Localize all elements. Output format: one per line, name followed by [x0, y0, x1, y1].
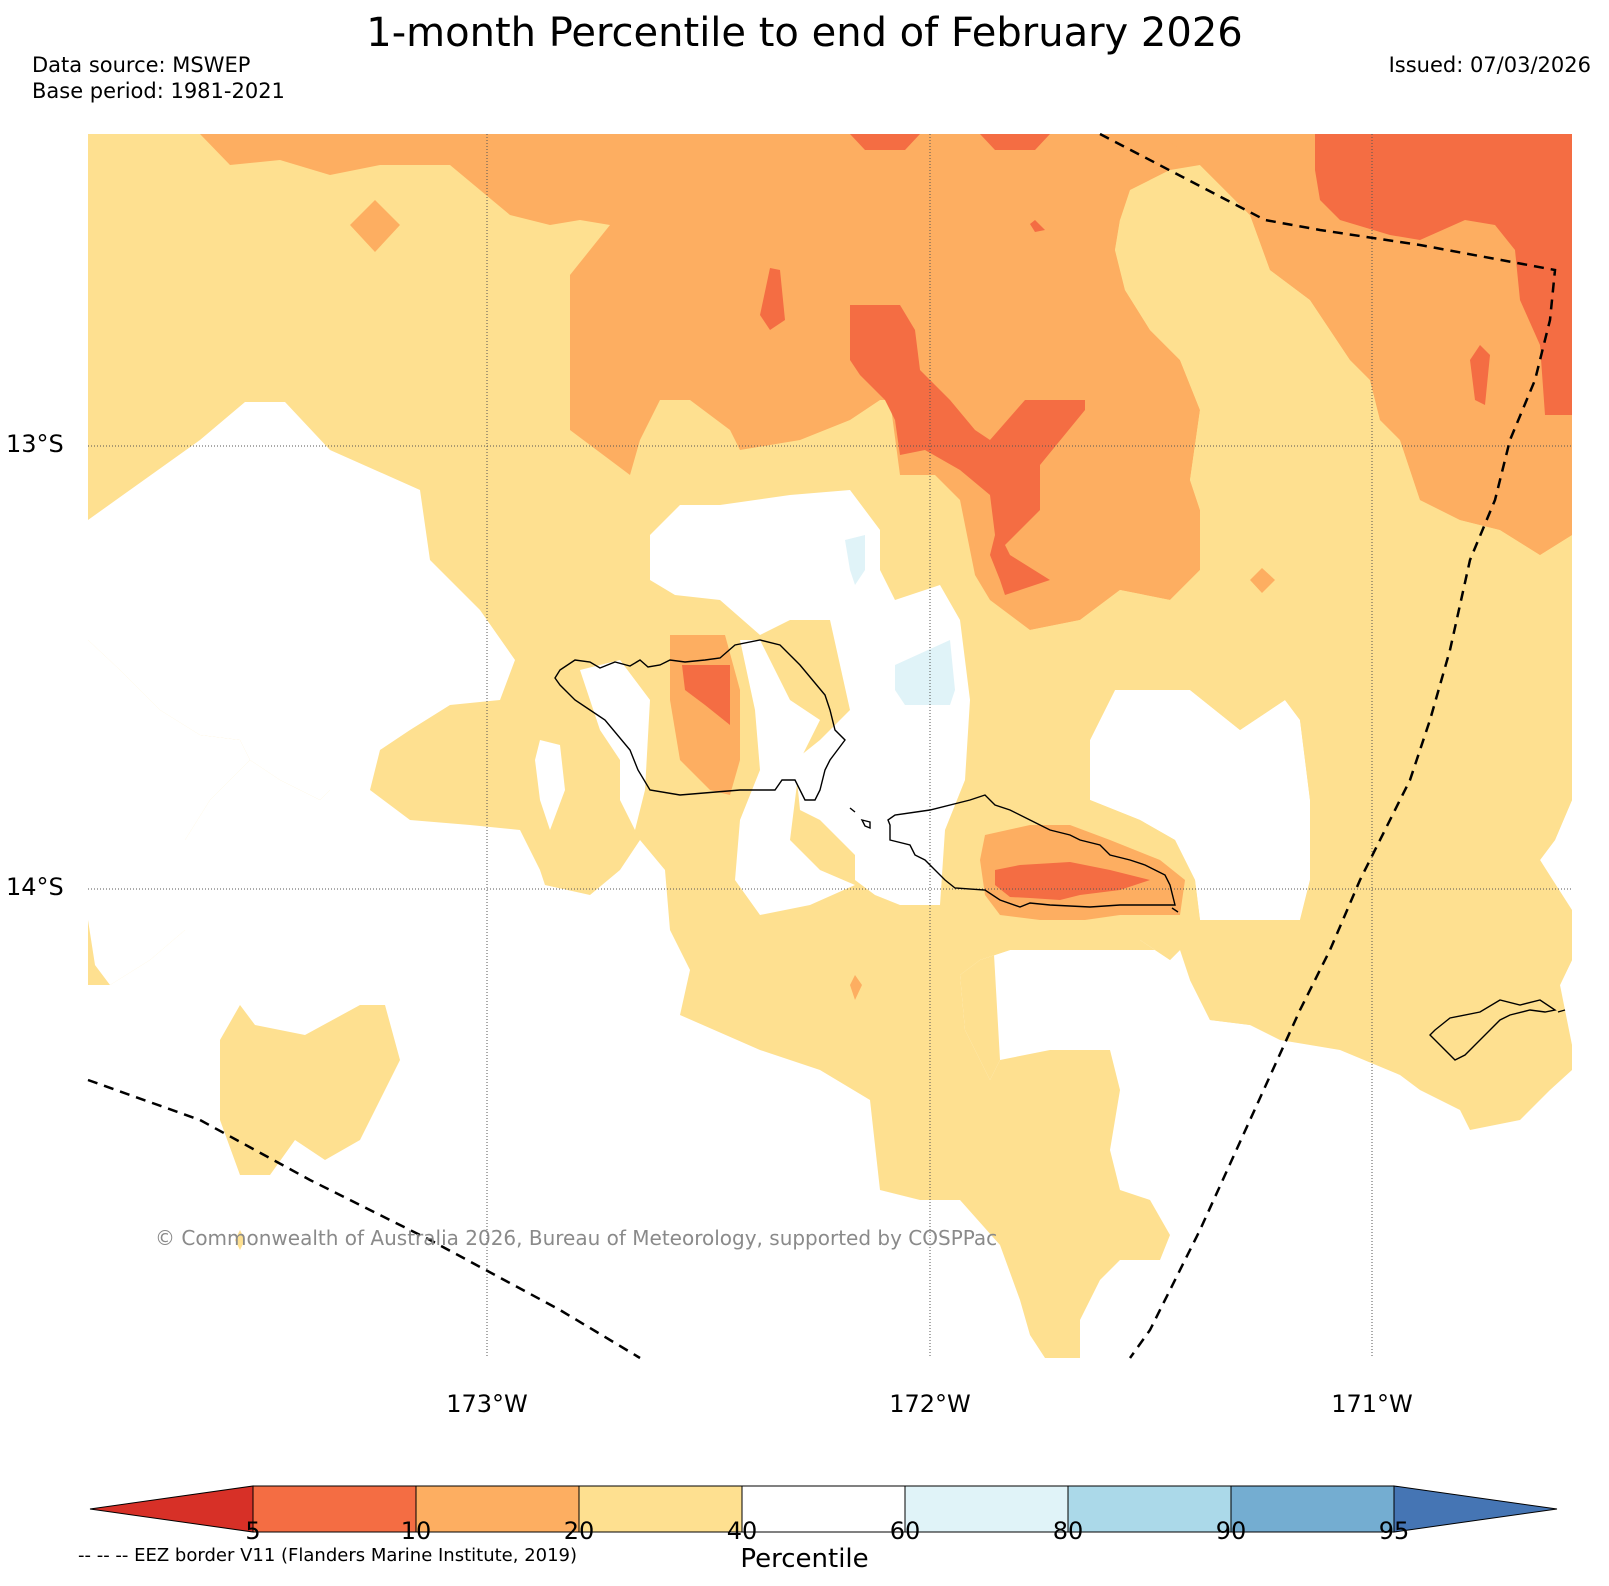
- lon-label-171w: 171°W: [1331, 1390, 1413, 1418]
- region-5-10-east-strip: [1470, 345, 1490, 405]
- region-10-20-ne: [1160, 134, 1572, 555]
- copyright-text: © Commonwealth of Australia 2026, Bureau…: [155, 1226, 998, 1250]
- colorbar-5-10: [252, 1485, 417, 1533]
- colorbar-60-80: [904, 1485, 1069, 1533]
- colorbar-tick-90: 90: [1215, 1517, 1247, 1545]
- region-40-60-se: [960, 940, 1572, 1358]
- region-40-60-small: [535, 740, 565, 830]
- region-40-60-w-strip: [88, 640, 250, 985]
- colorbar-tick-5: 5: [245, 1517, 261, 1545]
- map-title: 1-month Percentile to end of February 20…: [366, 10, 1243, 56]
- region-5-10-speck: [1030, 220, 1045, 232]
- colorbar-tick-10: 10: [400, 1517, 432, 1545]
- region-60-80-n: [845, 535, 865, 585]
- data-source: Data source: MSWEP: [32, 53, 251, 77]
- region-40-60-sw: [88, 760, 1045, 1358]
- upolu-coast: [887, 794, 1176, 908]
- region-5-10-ne: [1315, 134, 1572, 415]
- colorbar-tick-60: 60: [889, 1517, 921, 1545]
- tutuila-coast: [1429, 999, 1557, 1061]
- colorbar-80-90: [1067, 1485, 1232, 1533]
- eez-border: [87, 132, 1557, 1360]
- region-40-60-east: [1090, 690, 1310, 920]
- colorbar-20-40: [578, 1485, 743, 1533]
- region-40-60-far-east: [1540, 800, 1572, 910]
- region-10-20-speck-s: [850, 975, 862, 1000]
- colorbar-title: Percentile: [740, 1544, 869, 1574]
- region-20-40-sw-island: [220, 1005, 400, 1175]
- base-period: Base period: 1981-2021: [32, 79, 285, 103]
- colorbar-90-95: [1230, 1485, 1395, 1533]
- region-10-20-speck: [1250, 568, 1275, 593]
- region-40-60-island-west: [580, 660, 650, 830]
- issued-date: Issued: 07/03/2026: [1388, 53, 1591, 77]
- region-5-10-n1: [850, 134, 920, 150]
- savaii-coast: [554, 639, 846, 801]
- region-5-10-strip: [760, 268, 785, 330]
- region-40-60-nw: [88, 402, 515, 800]
- lon-label-173w: 173°W: [446, 1390, 528, 1418]
- meta-left: Data source: MSWEP Base period: 1981-202…: [32, 52, 285, 104]
- colorbar-tick-20: 20: [563, 1517, 595, 1545]
- colorbar-tick-80: 80: [1052, 1517, 1084, 1545]
- region-40-60-center-lower: [735, 640, 855, 915]
- eez-legend-note: -- -- -- EEZ border V11 (Flanders Marine…: [78, 1545, 578, 1566]
- colorbar-40-60: [741, 1485, 906, 1533]
- region-60-80-c: [895, 640, 955, 705]
- region-10-20-diamond: [350, 200, 400, 252]
- lat-label-14s: 14°S: [6, 873, 64, 901]
- lon-label-172w: 172°W: [889, 1390, 971, 1418]
- colorbar: [89, 1485, 1558, 1533]
- region-5-10-island-e: [995, 862, 1150, 900]
- colorbar-10-20: [415, 1485, 580, 1533]
- percentile-field: [88, 134, 1572, 1358]
- colorbar-tick-40: 40: [726, 1517, 758, 1545]
- lat-label-13s: 13°S: [6, 430, 64, 458]
- colorbar-tick-95: 95: [1378, 1517, 1410, 1545]
- region-5-10-center: [850, 305, 1085, 595]
- region-40-60-center: [650, 490, 970, 905]
- region-10-20-north-main: [200, 134, 1200, 630]
- coastlines: [554, 639, 1566, 1061]
- region-5-10-island-w: [682, 665, 730, 725]
- region-5-10-n2: [980, 134, 1050, 150]
- region-20-40-sw-speck: [235, 1230, 245, 1250]
- gridlines: [88, 134, 1572, 1358]
- colorbar-max-extend: [1393, 1485, 1558, 1533]
